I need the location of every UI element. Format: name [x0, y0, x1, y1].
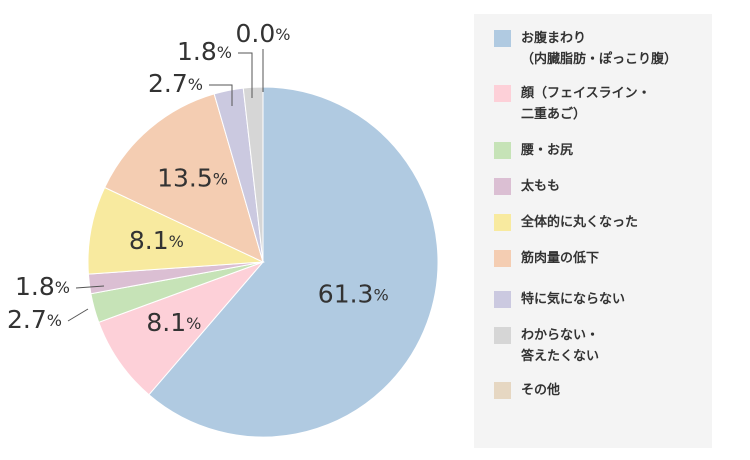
legend-item: わからない・ 答えたくない [494, 325, 712, 367]
pie-slices [87, 86, 439, 438]
slice-value-label: 2.7% [7, 305, 62, 334]
pie-slice [148, 86, 439, 438]
legend-label: 腰・お尻 [521, 143, 574, 158]
legend-swatch [494, 30, 511, 47]
legend-label: 筋肉量の低下 [521, 251, 600, 266]
slice-value-label: 13.5% [157, 163, 228, 192]
pie-chart: 61.3%8.1%2.7%1.8%8.1%13.5%2.7%1.8%0.0% [7, 19, 439, 438]
legend-item: 顔（フェイスライン・ 二重あご） [494, 83, 712, 125]
legend-swatch [494, 327, 511, 344]
slice-value-label: 0.0% [236, 19, 291, 48]
pie-slice [98, 260, 265, 396]
slice-labels: 61.3%8.1%2.7%1.8%8.1%13.5%2.7%1.8%0.0% [7, 19, 389, 337]
legend-label: 全体的に丸くなった [521, 215, 639, 230]
legend-item: 腰・お尻 [494, 140, 712, 161]
pie-slice [87, 186, 265, 275]
legend-swatch [494, 142, 511, 159]
slice-value-label: 8.1% [129, 226, 184, 255]
legend-item: 特に気にならない [494, 289, 712, 310]
legend-swatch [494, 85, 511, 102]
leader-line [209, 84, 233, 106]
leader-line [75, 285, 105, 289]
legend-item: お腹まわり （内臓脂肪・ぽっこり腹） [494, 28, 712, 70]
legend-swatch [494, 291, 511, 308]
slice-value-label: 8.1% [146, 308, 201, 337]
legend-swatch [494, 214, 511, 231]
legend-label: 顔（フェイスライン・ 二重あご） [521, 86, 651, 122]
slice-value-label: 1.8% [15, 272, 70, 301]
slice-value-label: 61.3% [318, 279, 389, 308]
legend-label: 特に気にならない [521, 292, 626, 307]
legend-item: 太もも [494, 176, 712, 197]
slice-value-label: 2.7% [148, 69, 203, 98]
legend-label: その他 [521, 383, 561, 398]
legend-label: 太もも [521, 179, 561, 194]
pie-slice [103, 93, 264, 263]
legend-item: その他 [494, 380, 712, 401]
legend-swatch [494, 250, 511, 267]
legend: お腹まわり （内臓脂肪・ぽっこり腹） 顔（フェイスライン・ 二重あご） 腰・お尻太も… [474, 14, 712, 448]
leader-lines [67, 49, 264, 322]
slice-value-label: 1.8% [177, 37, 232, 66]
leader-line [67, 308, 89, 322]
legend-item: 筋肉量の低下 [494, 248, 712, 269]
legend-swatch [494, 178, 511, 195]
legend-label: お腹まわり （内臓脂肪・ぽっこり腹） [521, 31, 678, 67]
legend-label: わからない・ 答えたくない [521, 328, 600, 364]
legend-item: 全体的に丸くなった [494, 212, 712, 233]
legend-swatch [494, 382, 511, 399]
leader-line [238, 52, 253, 98]
